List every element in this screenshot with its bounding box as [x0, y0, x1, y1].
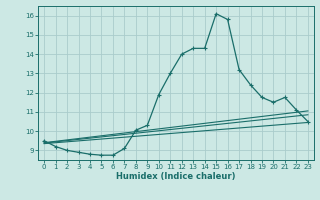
- X-axis label: Humidex (Indice chaleur): Humidex (Indice chaleur): [116, 172, 236, 181]
